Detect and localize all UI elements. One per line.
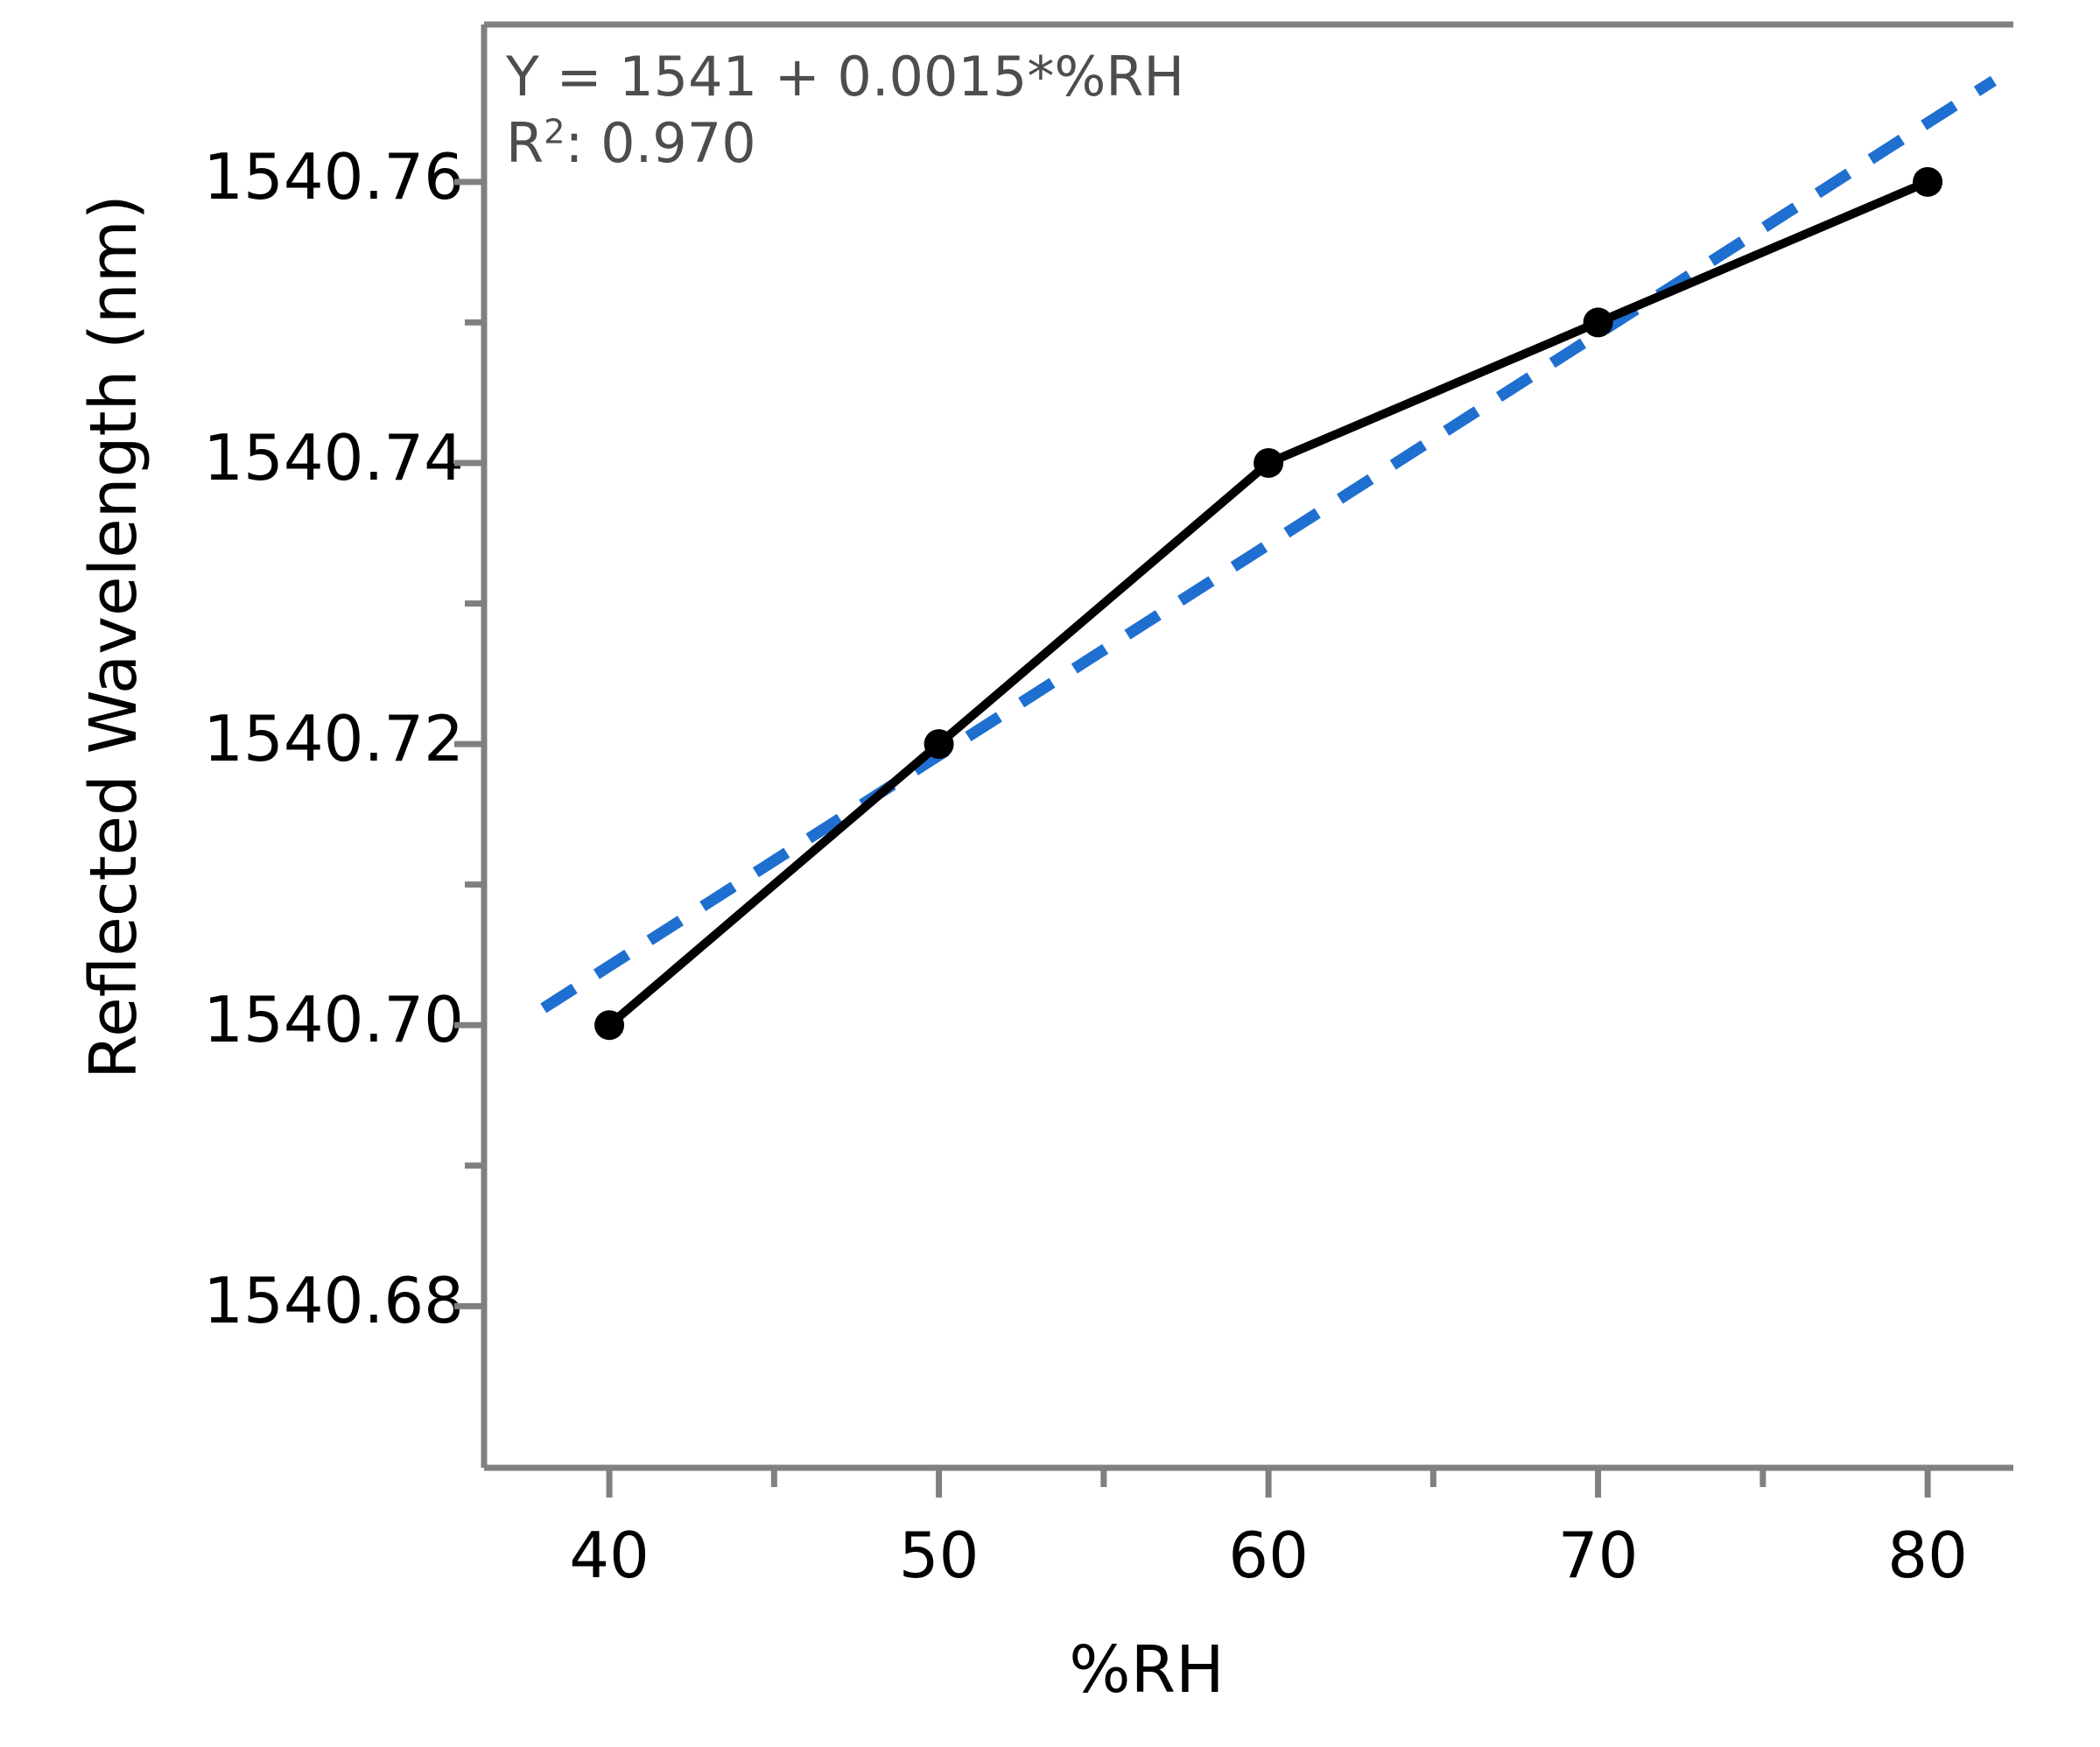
data-point-marker	[924, 729, 954, 760]
x-tick-label: 50	[898, 1519, 980, 1592]
data-series-line	[606, 178, 1930, 1029]
regression-equation: Y = 1541 + 0.0015*%RH	[506, 45, 1184, 109]
r-squared-separator: :	[565, 110, 601, 175]
data-point-marker	[1254, 447, 1284, 478]
axis-ticks	[454, 179, 1931, 1498]
data-point-markers	[594, 166, 1943, 1041]
data-point-marker	[1583, 307, 1613, 338]
x-tick-label: 80	[1887, 1519, 1968, 1592]
data-point-marker	[1913, 166, 1943, 197]
y-tick-label: 1540.74	[203, 420, 464, 495]
r-squared-letter: R	[506, 110, 544, 175]
data-line	[606, 178, 1930, 1029]
x-tick-label: 60	[1228, 1519, 1309, 1592]
x-tick-label: 40	[569, 1519, 650, 1592]
y-tick-label: 1540.68	[203, 1264, 464, 1338]
data-point-marker	[594, 1010, 625, 1041]
r-squared-exponent: 2	[544, 111, 565, 151]
y-axis-tick-labels: 1540.68 1540.70 1540.72 1540.74 1540.76	[0, 0, 464, 1747]
x-tick-label: 70	[1557, 1519, 1639, 1592]
y-tick-label: 1540.72	[203, 702, 464, 776]
x-axis-title: %RH	[1069, 1632, 1225, 1708]
regression-trendline	[540, 75, 1997, 1014]
trendline	[540, 75, 1997, 1014]
regression-annotation: Y = 1541 + 0.0015*%RH R2: 0.970	[506, 44, 1184, 176]
r-squared-value: 0.970	[601, 110, 756, 175]
y-tick-label: 1540.70	[203, 983, 464, 1057]
r-squared-text: R2: 0.970	[506, 110, 1184, 177]
y-tick-label: 1540.76	[203, 139, 464, 214]
